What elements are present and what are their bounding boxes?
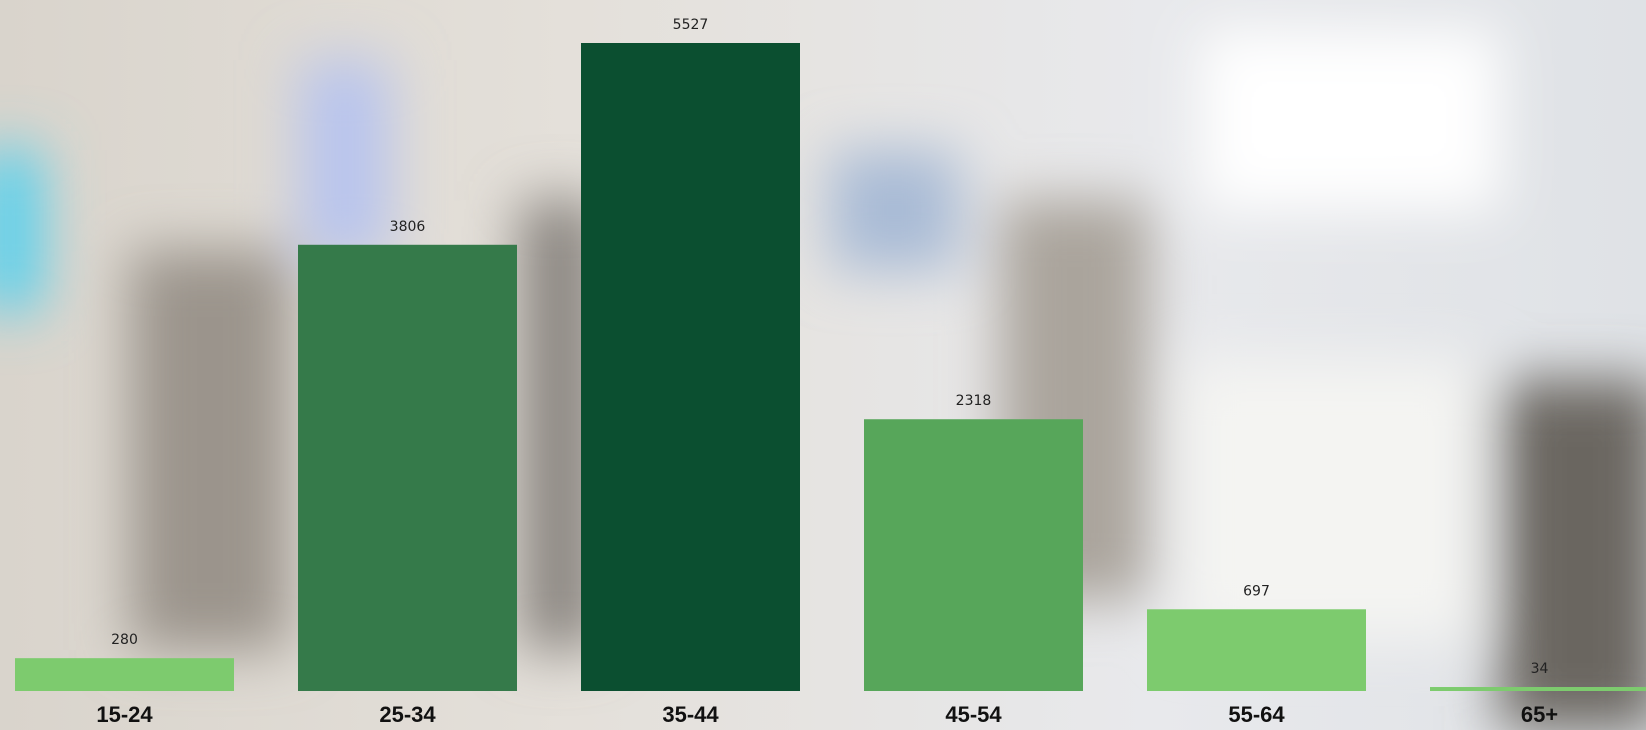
- bar: [1430, 687, 1646, 691]
- value-label: 697: [1243, 583, 1270, 599]
- x-tick-label: 35-44: [662, 702, 719, 727]
- bar: [15, 658, 234, 691]
- value-label: 5527: [673, 17, 709, 33]
- x-tick-label: 15-24: [96, 702, 153, 727]
- value-label: 2318: [956, 393, 992, 409]
- value-label: 34: [1531, 661, 1549, 677]
- x-tick-label: 25-34: [379, 702, 436, 727]
- x-tick-label: 55-64: [1228, 702, 1285, 727]
- bar: [581, 43, 800, 691]
- bar: [1147, 609, 1366, 691]
- x-tick-label: 65+: [1521, 702, 1558, 727]
- x-tick-label: 45-54: [945, 702, 1002, 727]
- bar: [298, 244, 517, 691]
- value-label: 3806: [390, 219, 426, 235]
- value-label: 280: [111, 632, 138, 648]
- bar: [864, 419, 1083, 691]
